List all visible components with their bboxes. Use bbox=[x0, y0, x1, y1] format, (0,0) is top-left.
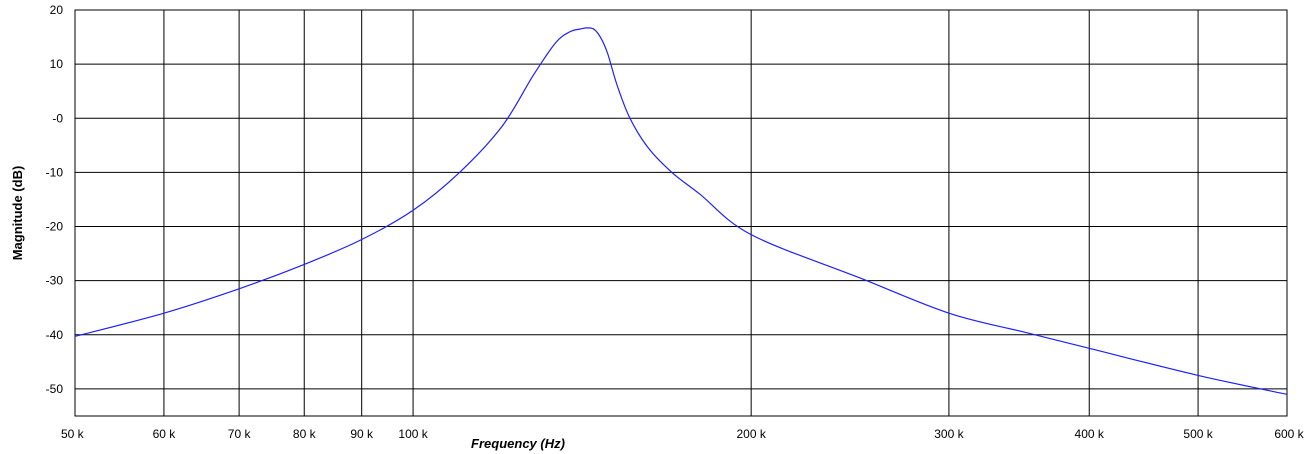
y-tick-label: 20 bbox=[50, 3, 64, 17]
x-axis-title: Frequency (Hz) bbox=[471, 436, 565, 451]
grid bbox=[74, 9, 1288, 416]
x-tick-label: 400 k bbox=[1075, 427, 1105, 441]
x-tick-label: 600 k bbox=[1274, 427, 1304, 441]
series-line bbox=[74, 27, 1288, 395]
x-tick-labels: 50 k 60 k 70 k 80 k 90 k 100 k 200 k 300 k 400 k… bbox=[61, 427, 1305, 441]
plot-frame bbox=[74, 9, 1288, 417]
y-tick-label: -10 bbox=[46, 165, 64, 179]
y-tick-label: -40 bbox=[46, 328, 64, 342]
x-tick-label: 50 k bbox=[61, 427, 85, 441]
y-tick-labels: 20 10 -0 -10 -20 -30 -40 -50 bbox=[46, 3, 64, 396]
x-tick-label: 90 k bbox=[350, 427, 374, 441]
x-tick-label: 500 k bbox=[1183, 427, 1213, 441]
x-tick-label: 80 k bbox=[293, 427, 317, 441]
y-tick-label: -30 bbox=[46, 274, 64, 288]
x-tick-label: 200 k bbox=[736, 427, 766, 441]
y-axis-title: Magnitude (dB) bbox=[10, 166, 25, 261]
x-tick-label: 60 k bbox=[153, 427, 177, 441]
y-tick-label: -0 bbox=[52, 111, 63, 125]
x-tick-label: 300 k bbox=[934, 427, 964, 441]
y-tick-label: -20 bbox=[46, 220, 64, 234]
x-tick-label: 100 k bbox=[398, 427, 428, 441]
series-group bbox=[74, 27, 1288, 395]
y-tick-label: -50 bbox=[46, 382, 64, 396]
plot-border bbox=[74, 9, 1288, 417]
x-tick-label: 70 k bbox=[228, 427, 252, 441]
y-tick-label: 10 bbox=[50, 57, 64, 71]
